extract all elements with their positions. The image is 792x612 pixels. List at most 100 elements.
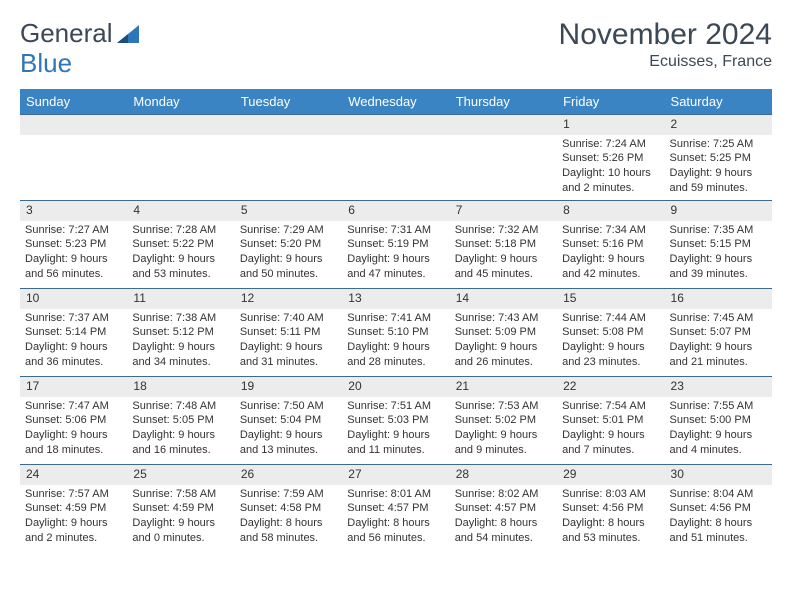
page-header: General November 2024 Ecuisses, France <box>20 18 772 71</box>
sunset-line: Sunset: 5:15 PM <box>670 237 767 252</box>
day-details: Sunrise: 7:53 AMSunset: 5:02 PMDaylight:… <box>450 397 557 462</box>
sunrise-line: Sunrise: 7:53 AM <box>455 399 552 414</box>
daylight-line: Daylight: 8 hours and 58 minutes. <box>240 516 337 546</box>
daylight-line: Daylight: 9 hours and 28 minutes. <box>347 340 444 370</box>
daylight-line: Daylight: 9 hours and 53 minutes. <box>132 252 229 282</box>
day-number: 13 <box>342 289 449 309</box>
sunrise-line: Sunrise: 7:48 AM <box>132 399 229 414</box>
day-details: Sunrise: 7:54 AMSunset: 5:01 PMDaylight:… <box>557 397 664 462</box>
weekday-header: Sunday <box>20 89 127 115</box>
sunset-line: Sunset: 5:06 PM <box>25 413 122 428</box>
calendar-day-cell: 19Sunrise: 7:50 AMSunset: 5:04 PMDayligh… <box>235 376 342 464</box>
sunrise-line: Sunrise: 8:04 AM <box>670 487 767 502</box>
calendar-day-cell: 9 Sunrise: 7:35 AMSunset: 5:15 PMDaylight… <box>665 200 772 288</box>
daylight-line: Daylight: 10 hours and 2 minutes. <box>562 166 659 196</box>
sunset-line: Sunset: 5:26 PM <box>562 151 659 166</box>
calendar-day-cell: 18Sunrise: 7:48 AMSunset: 5:05 PMDayligh… <box>127 376 234 464</box>
day-number: 19 <box>235 377 342 397</box>
calendar-day-cell <box>20 115 127 201</box>
daylight-line: Daylight: 9 hours and 4 minutes. <box>670 428 767 458</box>
sunset-line: Sunset: 5:12 PM <box>132 325 229 340</box>
sunrise-line: Sunrise: 7:45 AM <box>670 311 767 326</box>
daylight-line: Daylight: 9 hours and 13 minutes. <box>240 428 337 458</box>
sunrise-line: Sunrise: 7:29 AM <box>240 223 337 238</box>
sunset-line: Sunset: 5:16 PM <box>562 237 659 252</box>
day-number: 29 <box>557 465 664 485</box>
day-details: Sunrise: 8:01 AMSunset: 4:57 PMDaylight:… <box>342 485 449 550</box>
daylight-line: Daylight: 8 hours and 53 minutes. <box>562 516 659 546</box>
weekday-header: Saturday <box>665 89 772 115</box>
sunset-line: Sunset: 5:07 PM <box>670 325 767 340</box>
sunrise-line: Sunrise: 7:57 AM <box>25 487 122 502</box>
day-number: 16 <box>665 289 772 309</box>
day-details: Sunrise: 7:28 AMSunset: 5:22 PMDaylight:… <box>127 221 234 286</box>
day-details: Sunrise: 8:03 AMSunset: 4:56 PMDaylight:… <box>557 485 664 550</box>
calendar-day-cell: 30Sunrise: 8:04 AMSunset: 4:56 PMDayligh… <box>665 464 772 552</box>
daylight-line: Daylight: 9 hours and 42 minutes. <box>562 252 659 282</box>
calendar-week-row: 1 Sunrise: 7:24 AMSunset: 5:26 PMDaylight… <box>20 115 772 201</box>
daylight-line: Daylight: 9 hours and 39 minutes. <box>670 252 767 282</box>
day-number: 9 <box>665 201 772 221</box>
weekday-header-row: Sunday Monday Tuesday Wednesday Thursday… <box>20 89 772 115</box>
calendar-day-cell: 14Sunrise: 7:43 AMSunset: 5:09 PMDayligh… <box>450 288 557 376</box>
day-details: Sunrise: 7:38 AMSunset: 5:12 PMDaylight:… <box>127 309 234 374</box>
location-label: Ecuisses, France <box>559 53 772 71</box>
day-details: Sunrise: 7:45 AMSunset: 5:07 PMDaylight:… <box>665 309 772 374</box>
calendar-day-cell: 6Sunrise: 7:31 AMSunset: 5:19 PMDaylight… <box>342 200 449 288</box>
sunrise-line: Sunrise: 7:43 AM <box>455 311 552 326</box>
day-details: Sunrise: 7:40 AMSunset: 5:11 PMDaylight:… <box>235 309 342 374</box>
weekday-header: Thursday <box>450 89 557 115</box>
daylight-line: Daylight: 9 hours and 21 minutes. <box>670 340 767 370</box>
daylight-line: Daylight: 9 hours and 45 minutes. <box>455 252 552 282</box>
day-details: Sunrise: 8:04 AMSunset: 4:56 PMDaylight:… <box>665 485 772 550</box>
day-number: 1 <box>557 115 664 135</box>
calendar-day-cell: 27Sunrise: 8:01 AMSunset: 4:57 PMDayligh… <box>342 464 449 552</box>
sunset-line: Sunset: 5:03 PM <box>347 413 444 428</box>
sunrise-line: Sunrise: 8:01 AM <box>347 487 444 502</box>
calendar-day-cell: 2Sunrise: 7:25 AMSunset: 5:25 PMDaylight… <box>665 115 772 201</box>
sunrise-line: Sunrise: 7:40 AM <box>240 311 337 326</box>
calendar-day-cell <box>127 115 234 201</box>
sunrise-line: Sunrise: 7:24 AM <box>562 137 659 152</box>
calendar-table: Sunday Monday Tuesday Wednesday Thursday… <box>20 89 772 552</box>
month-title: November 2024 <box>559 18 772 51</box>
day-details: Sunrise: 8:02 AMSunset: 4:57 PMDaylight:… <box>450 485 557 550</box>
day-number: 2 <box>665 115 772 135</box>
sunset-line: Sunset: 5:14 PM <box>25 325 122 340</box>
sunset-line: Sunset: 5:18 PM <box>455 237 552 252</box>
day-number: 11 <box>127 289 234 309</box>
sunset-line: Sunset: 5:23 PM <box>25 237 122 252</box>
calendar-body: 1Sunrise: 7:24 AMSunset: 5:26 PMDaylight… <box>20 115 772 553</box>
sunset-line: Sunset: 5:08 PM <box>562 325 659 340</box>
calendar-day-cell: 5Sunrise: 7:29 AMSunset: 5:20 PMDaylight… <box>235 200 342 288</box>
calendar-day-cell: 22Sunrise: 7:54 AMSunset: 5:01 PMDayligh… <box>557 376 664 464</box>
day-number: 6 <box>342 201 449 221</box>
calendar-day-cell: 13Sunrise: 7:41 AMSunset: 5:10 PMDayligh… <box>342 288 449 376</box>
sunrise-line: Sunrise: 7:44 AM <box>562 311 659 326</box>
day-details: Sunrise: 7:50 AMSunset: 5:04 PMDaylight:… <box>235 397 342 462</box>
sunrise-line: Sunrise: 7:35 AM <box>670 223 767 238</box>
calendar-week-row: 10Sunrise: 7:37 AMSunset: 5:14 PMDayligh… <box>20 288 772 376</box>
day-number: 10 <box>20 289 127 309</box>
day-details: Sunrise: 7:27 AMSunset: 5:23 PMDaylight:… <box>20 221 127 286</box>
day-number <box>342 115 449 135</box>
day-details: Sunrise: 7:57 AMSunset: 4:59 PMDaylight:… <box>20 485 127 550</box>
calendar-day-cell: 15Sunrise: 7:44 AMSunset: 5:08 PMDayligh… <box>557 288 664 376</box>
day-number: 17 <box>20 377 127 397</box>
sunrise-line: Sunrise: 7:27 AM <box>25 223 122 238</box>
sunset-line: Sunset: 5:09 PM <box>455 325 552 340</box>
sunrise-line: Sunrise: 7:31 AM <box>347 223 444 238</box>
sunrise-line: Sunrise: 7:59 AM <box>240 487 337 502</box>
day-details: Sunrise: 7:44 AMSunset: 5:08 PMDaylight:… <box>557 309 664 374</box>
day-details: Sunrise: 7:37 AMSunset: 5:14 PMDaylight:… <box>20 309 127 374</box>
sunrise-line: Sunrise: 7:34 AM <box>562 223 659 238</box>
logo-text-b: Blue <box>20 48 72 79</box>
day-details: Sunrise: 7:25 AMSunset: 5:25 PMDaylight:… <box>665 135 772 200</box>
calendar-day-cell: 17Sunrise: 7:47 AMSunset: 5:06 PMDayligh… <box>20 376 127 464</box>
calendar-day-cell: 3Sunrise: 7:27 AMSunset: 5:23 PMDaylight… <box>20 200 127 288</box>
sunrise-line: Sunrise: 8:02 AM <box>455 487 552 502</box>
sunrise-line: Sunrise: 7:41 AM <box>347 311 444 326</box>
daylight-line: Daylight: 9 hours and 34 minutes. <box>132 340 229 370</box>
sunset-line: Sunset: 4:56 PM <box>562 501 659 516</box>
day-details: Sunrise: 7:34 AMSunset: 5:16 PMDaylight:… <box>557 221 664 286</box>
